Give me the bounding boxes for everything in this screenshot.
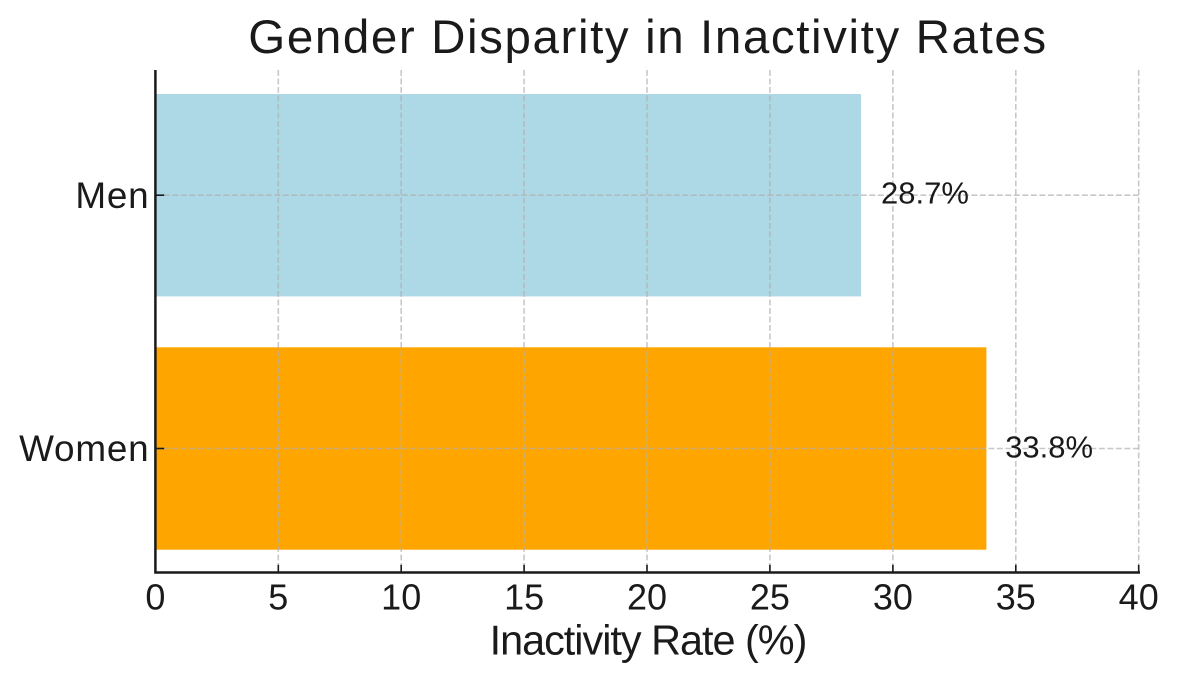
svg-text:10: 10 <box>381 576 421 617</box>
svg-text:25: 25 <box>750 576 790 617</box>
svg-text:Men: Men <box>75 175 149 216</box>
svg-text:40: 40 <box>1119 576 1159 617</box>
svg-text:28.7%: 28.7% <box>881 176 969 211</box>
svg-text:35: 35 <box>996 576 1036 617</box>
svg-text:5: 5 <box>268 576 288 617</box>
svg-text:0: 0 <box>145 576 165 617</box>
svg-text:15: 15 <box>504 576 544 617</box>
svg-text:33.8%: 33.8% <box>1005 430 1093 465</box>
svg-text:Women: Women <box>19 428 149 469</box>
svg-text:30: 30 <box>873 576 913 617</box>
svg-text:Gender Disparity in Inactivity: Gender Disparity in Inactivity Rates <box>248 11 1047 64</box>
svg-text:Inactivity Rate (%): Inactivity Rate (%) <box>490 618 807 664</box>
svg-text:20: 20 <box>627 576 667 617</box>
